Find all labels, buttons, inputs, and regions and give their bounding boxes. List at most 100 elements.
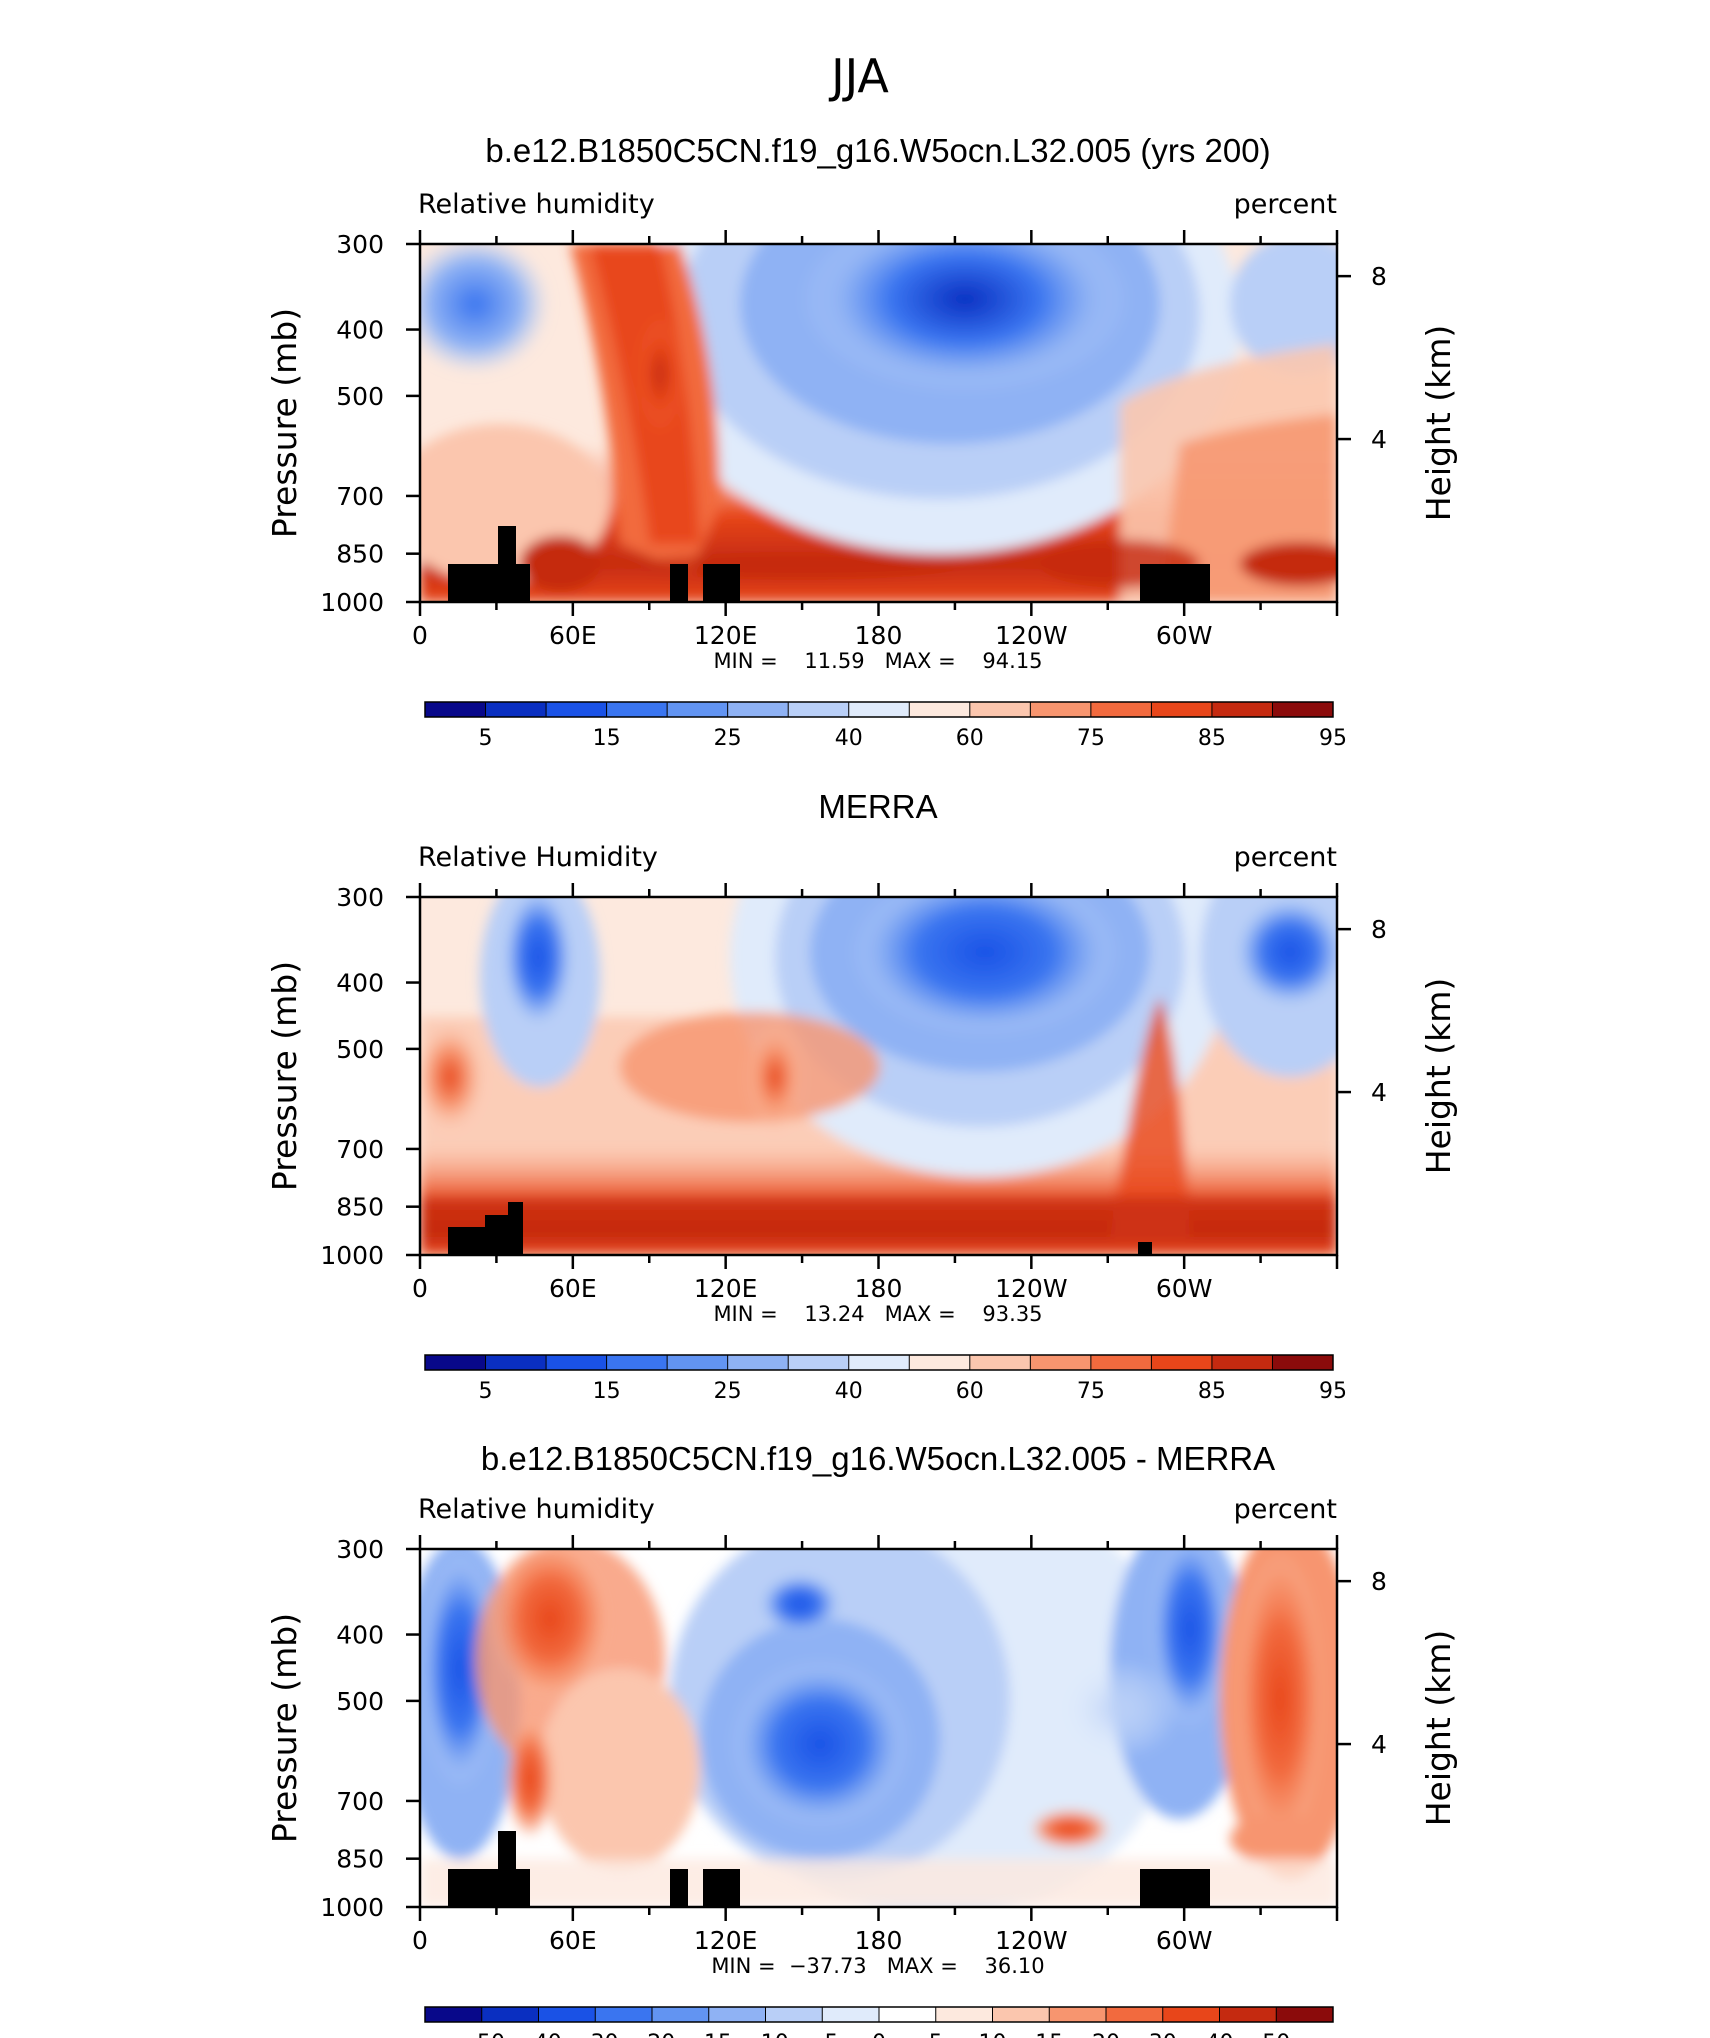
- x-tick-label: 120E: [694, 621, 758, 650]
- x-tick-label: 120W: [995, 1926, 1067, 1955]
- colorbar-label: −50: [459, 2031, 505, 2038]
- colorbar-label: 0: [872, 2031, 886, 2038]
- y-axis-label: Pressure (mb): [265, 961, 304, 1191]
- colorbar-label: 95: [1319, 726, 1347, 751]
- colorbar-label: 25: [714, 1379, 742, 1404]
- x-tick-label: 120W: [995, 621, 1067, 650]
- colorbar-swatch: [788, 702, 850, 717]
- colorbar-swatch: [1211, 702, 1273, 717]
- colorbar-swatch: [546, 702, 608, 717]
- colorbar-swatch: [667, 702, 729, 717]
- y-right-axis-label: Height (km): [1419, 1630, 1458, 1827]
- colorbar-swatch: [969, 702, 1031, 717]
- colorbar-swatch: [848, 702, 910, 717]
- colorbar-swatch: [652, 2007, 710, 2022]
- y-tick-label: 300: [336, 883, 384, 912]
- season-title: JJA: [828, 49, 889, 103]
- x-tick-label: 60E: [549, 1926, 597, 1955]
- x-tick-label: 60W: [1156, 1926, 1213, 1955]
- colorbar-swatch: [485, 702, 547, 717]
- y-right-axis-label: Height (km): [1419, 978, 1458, 1175]
- y-tick-label: 400: [336, 1621, 384, 1650]
- colorbar-label: 75: [1077, 726, 1105, 751]
- colorbar-label: 85: [1198, 726, 1226, 751]
- colorbar-swatch: [992, 2007, 1050, 2022]
- panel-title: b.e12.B1850C5CN.f19_g16.W5ocn.L32.005 (y…: [485, 132, 1270, 169]
- min-max-readout: MIN = −37.73 MAX = 36.10: [711, 1954, 1044, 1978]
- x-tick-label: 60W: [1156, 1274, 1213, 1303]
- y-tick-label: 700: [336, 1135, 384, 1164]
- colorbar-label: 15: [593, 726, 621, 751]
- colorbar-label: 85: [1198, 1379, 1226, 1404]
- x-tick-label: 60E: [549, 621, 597, 650]
- colorbar-label: 40: [1206, 2031, 1234, 2038]
- colorbar-swatch: [1276, 2007, 1334, 2022]
- y-right-tick-label: 4: [1371, 1730, 1387, 1759]
- colorbar-swatch: [909, 702, 971, 717]
- colorbar-frame: [424, 701, 1334, 718]
- y-tick-label: 700: [336, 482, 384, 511]
- colorbar-swatch: [538, 2007, 596, 2022]
- colorbar-label: 60: [956, 1379, 984, 1404]
- colorbar-swatch: [1151, 702, 1213, 717]
- colorbar-swatch: [1272, 1355, 1334, 1370]
- variable-label: Relative Humidity: [418, 842, 658, 873]
- colorbar-swatch: [1090, 1355, 1152, 1370]
- x-tick-label: 0: [412, 621, 428, 650]
- y-tick-label: 500: [336, 1035, 384, 1064]
- colorbar-swatch: [1090, 702, 1152, 717]
- colorbar-label: 15: [1035, 2031, 1063, 2038]
- colorbar-swatch: [606, 1355, 668, 1370]
- colorbar-swatch: [848, 1355, 910, 1370]
- panel-diff: b.e12.B1850C5CN.f19_g16.W5ocn.L32.005 - …: [418, 1440, 1339, 1909]
- colorbar-swatch: [727, 702, 789, 717]
- colorbar-label: 40: [835, 1379, 863, 1404]
- colorbar-label: 5: [479, 1379, 493, 1404]
- min-max-readout: MIN = 11.59 MAX = 94.15: [713, 649, 1042, 673]
- colorbar: 5 15 25 40 60 75 85 95: [424, 1354, 1347, 1404]
- panel-title: b.e12.B1850C5CN.f19_g16.W5ocn.L32.005 - …: [481, 1440, 1275, 1477]
- y-right-tick-label: 8: [1371, 262, 1387, 291]
- colorbar-label: 10: [979, 2031, 1007, 2038]
- contour-field: [418, 1547, 1339, 1909]
- colorbar-swatch: [595, 2007, 653, 2022]
- y-tick-label: 300: [336, 230, 384, 259]
- colorbar-swatch: [425, 1355, 487, 1370]
- colorbar-label: 50: [1262, 2031, 1290, 2038]
- colorbar-label: −20: [629, 2031, 675, 2038]
- colorbar-label: −40: [515, 2031, 561, 2038]
- colorbar-swatch: [425, 702, 487, 717]
- contour-field: [418, 895, 1339, 1257]
- variable-label: Relative humidity: [418, 189, 655, 220]
- colorbar-swatch: [485, 1355, 547, 1370]
- contour-field: [418, 242, 1339, 604]
- colorbar-swatch: [879, 2007, 937, 2022]
- y-tick-label: 1000: [320, 1241, 384, 1270]
- colorbar-swatch: [909, 1355, 971, 1370]
- x-tick-label: 120E: [694, 1274, 758, 1303]
- colorbar-swatch: [1151, 1355, 1213, 1370]
- colorbar-swatch: [935, 2007, 993, 2022]
- x-tick-label: 120E: [694, 1926, 758, 1955]
- units-label: percent: [1234, 1494, 1337, 1525]
- units-label: percent: [1234, 189, 1337, 220]
- y-right-tick-label: 8: [1371, 915, 1387, 944]
- y-tick-label: 400: [336, 316, 384, 345]
- colorbar-label: 20: [1092, 2031, 1120, 2038]
- panel-obs: MERRA Relative Humidity percent: [418, 788, 1339, 1257]
- colorbar-frame: [424, 2006, 1334, 2023]
- colorbar-swatch: [546, 1355, 608, 1370]
- colorbar-swatch: [1211, 1355, 1273, 1370]
- colorbar-swatch: [969, 1355, 1031, 1370]
- colorbar-label: 5: [479, 726, 493, 751]
- colorbar-swatch: [1272, 702, 1334, 717]
- panel-model: b.e12.B1850C5CN.f19_g16.W5ocn.L32.005 (y…: [418, 132, 1339, 604]
- colorbar-swatch: [1162, 2007, 1220, 2022]
- units-label: percent: [1234, 842, 1337, 873]
- colorbar-swatch: [481, 2007, 539, 2022]
- y-tick-label: 1000: [320, 588, 384, 617]
- panel-title: MERRA: [818, 788, 937, 825]
- x-tick-label: 60W: [1156, 621, 1213, 650]
